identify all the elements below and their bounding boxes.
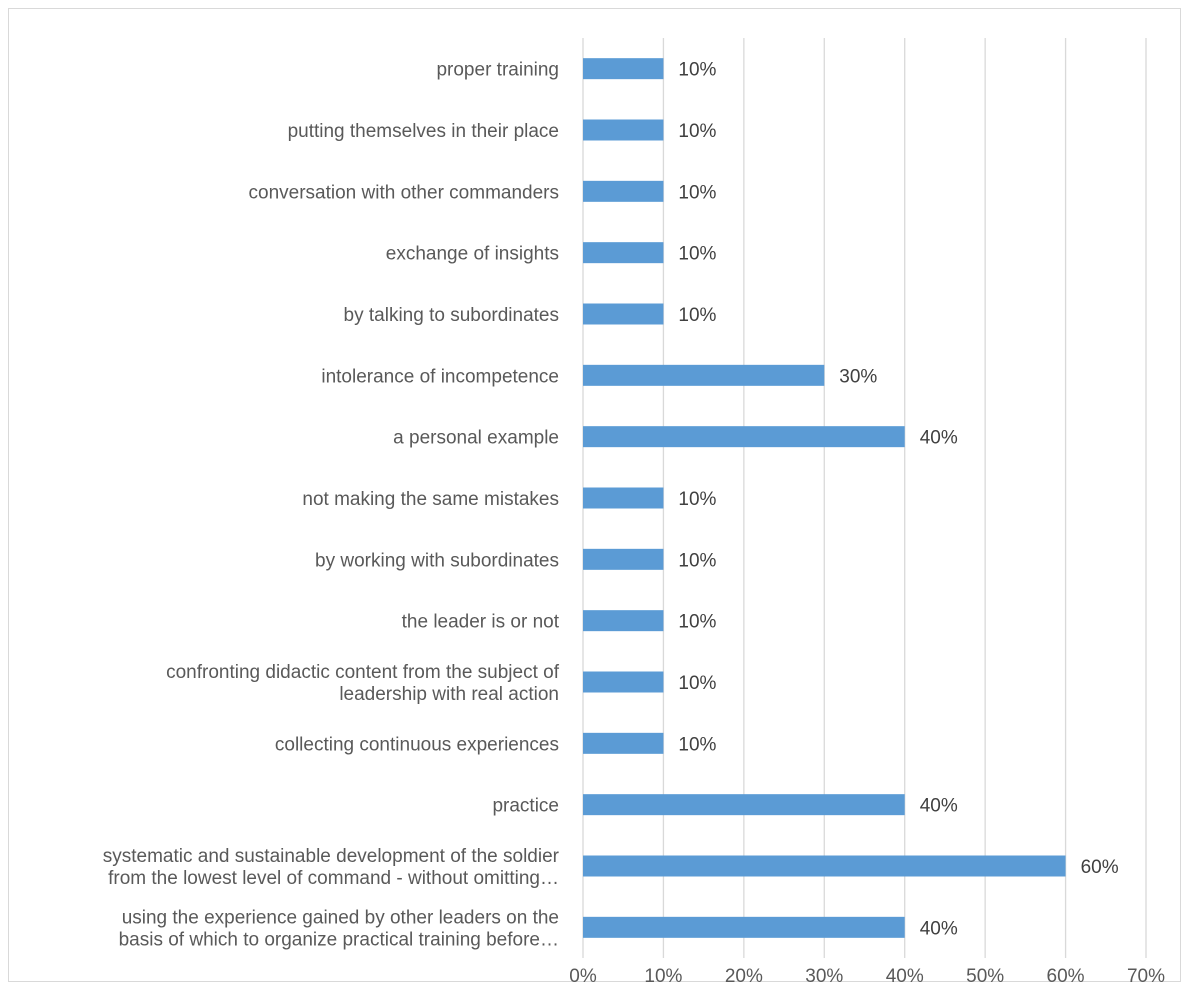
category-label: leadership with real action: [339, 684, 559, 705]
bar: [583, 180, 664, 202]
bar: [583, 855, 1066, 877]
data-label: 10%: [678, 734, 716, 755]
data-label: 10%: [678, 60, 716, 81]
category-label: not making the same mistakes: [302, 489, 559, 510]
category-label: by working with subordinates: [315, 550, 559, 571]
x-tick-label: 10%: [644, 966, 682, 987]
data-label: 40%: [920, 918, 958, 939]
x-tick-label: 30%: [805, 966, 843, 987]
bar: [583, 303, 664, 325]
data-label: 60%: [1081, 857, 1119, 878]
category-label: by talking to subordinates: [344, 305, 559, 326]
bar: [583, 487, 664, 509]
category-label: practice: [492, 796, 559, 817]
category-label: using the experience gained by other lea…: [122, 907, 559, 928]
bar: [583, 794, 905, 816]
category-label: exchange of insights: [386, 244, 559, 265]
bar: [583, 242, 664, 264]
category-label: from the lowest level of command - witho…: [108, 868, 559, 889]
bar: [583, 610, 664, 632]
x-tick-label: 20%: [725, 966, 763, 987]
category-label: systematic and sustainable development o…: [103, 846, 560, 867]
data-label: 10%: [678, 612, 716, 633]
data-label: 10%: [678, 182, 716, 203]
x-tick-label: 50%: [966, 966, 1004, 987]
data-label: 40%: [920, 428, 958, 449]
bar: [583, 426, 905, 448]
data-label: 40%: [920, 796, 958, 817]
bar: [583, 548, 664, 570]
bar: [583, 732, 664, 754]
x-tick-label: 70%: [1127, 966, 1165, 987]
data-label: 10%: [678, 673, 716, 694]
category-label: confronting didactic content from the su…: [166, 662, 560, 683]
data-label: 10%: [678, 121, 716, 142]
category-label: putting themselves in their place: [288, 121, 559, 142]
x-tick-label: 0%: [569, 966, 597, 987]
data-label: 10%: [678, 305, 716, 326]
bar: [583, 58, 664, 80]
category-label: proper training: [436, 60, 559, 81]
data-label: 10%: [678, 489, 716, 510]
category-label: basis of which to organize practical tra…: [119, 929, 559, 950]
bar: [583, 916, 905, 938]
x-tick-label: 40%: [886, 966, 924, 987]
bar: [583, 364, 825, 386]
x-tick-label: 60%: [1047, 966, 1085, 987]
data-label: 10%: [678, 244, 716, 265]
data-label: 30%: [839, 366, 877, 387]
category-label: intolerance of incompetence: [321, 366, 559, 387]
category-label: collecting continuous experiences: [275, 734, 559, 755]
bar: [583, 671, 664, 693]
data-label: 10%: [678, 550, 716, 571]
category-label: the leader is or not: [402, 612, 560, 633]
category-label: conversation with other commanders: [249, 182, 559, 203]
bar: [583, 119, 664, 141]
category-label: a personal example: [393, 428, 559, 449]
